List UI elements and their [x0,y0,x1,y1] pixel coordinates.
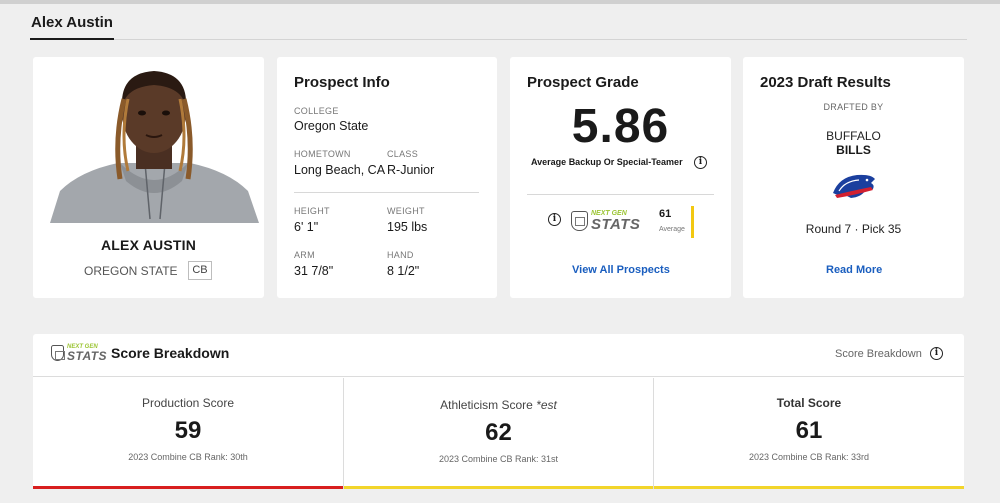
team-city: BUFFALO [826,129,881,143]
player-school: OREGON STATE [84,264,178,278]
arm-label: ARM [294,250,315,260]
score-value: 61 [795,417,823,444]
info-divider [294,192,479,193]
score-value: 62 [485,419,512,446]
production-score-cell: Production Score 59 2023 Combine CB Rank… [33,378,343,489]
view-all-prospects-link[interactable]: View All Prospects [572,264,670,276]
hometown-label: HOMETOWN [294,149,351,159]
score-value: 59 [174,417,202,444]
player-photo [50,59,259,223]
weight-label: WEIGHT [387,206,425,216]
grade-divider [527,194,714,195]
info-icon[interactable]: i [930,347,943,360]
score-rank: 2023 Combine CB Rank: 31st [438,454,559,464]
score-label: Total Score [776,396,842,410]
player-tab-bar: Alex Austin [30,10,967,40]
prospect-grade-card: Prospect Grade 5.86 Average Backup Or Sp… [510,57,731,298]
score-label-text: Athleticism Score [440,398,533,412]
player-card: ALEX AUSTIN OREGON STATE CB [33,57,264,298]
height-label: HEIGHT [294,206,330,216]
prospect-grade-title: Prospect Grade [527,74,639,91]
next-gen-stats-logo: NEXT GEN STATS [571,210,640,232]
grade-value: 5.86 [571,100,670,153]
ngs-logo-bottom: STATS [591,216,641,233]
ngs-logo-top: NEXT GEN [591,210,627,217]
team-name: BILLS [836,143,871,157]
score-bar [654,486,964,489]
read-more-link[interactable]: Read More [826,264,883,276]
ngs-score-bar [691,206,694,238]
class-value: R-Junior [387,163,435,177]
score-rank: 2023 Combine CB Rank: 30th [128,452,248,462]
score-breakdown-header: NEXT GEN STATS Score Breakdown Score Bre… [33,334,964,377]
top-border [0,0,1000,4]
nfl-shield-icon [51,345,65,361]
class-label: CLASS [387,149,419,159]
ngs-logo-bottom: STATS [67,349,108,363]
ngs-score-desc: Average [659,226,685,233]
total-score-cell: Total Score 61 2023 Combine CB Rank: 33r… [653,378,964,489]
score-label: Athleticism Score *est [344,398,653,412]
bills-logo-icon [831,171,877,201]
score-rank: 2023 Combine CB Rank: 33rd [748,452,870,462]
prospect-info-card: Prospect Info COLLEGE Oregon State HOMET… [277,57,497,298]
hand-label: HAND [387,250,414,260]
ngs-info-icon[interactable]: i [548,213,561,226]
grade-description: Average Backup Or Special-Teamer [531,157,683,167]
score-breakdown-title: Score Breakdown [111,345,230,361]
info-icon[interactable]: i [694,156,707,169]
score-label-suffix: *est [536,398,557,412]
prospect-info-title: Prospect Info [294,74,390,91]
score-bar [33,486,343,489]
draft-pick: Round 7 · Pick 35 [805,222,902,236]
score-breakdown-panel: NEXT GEN STATS Score Breakdown Score Bre… [33,334,964,489]
score-label: Production Score [141,396,235,410]
height-value: 6' 1" [294,220,319,234]
next-gen-stats-logo: NEXT GEN STATS [51,344,107,362]
draft-results-card: 2023 Draft Results DRAFTED BY BUFFALO BI… [743,57,964,298]
college-value: Oregon State [294,119,369,133]
nfl-shield-icon [571,211,588,231]
ngs-score: 61 [659,208,672,220]
weight-value: 195 lbs [387,220,428,234]
hand-value: 8 1/2" [387,264,420,278]
arm-value: 31 7/8" [294,264,334,278]
score-breakdown-info-label: Score Breakdown [835,348,922,360]
athleticism-score-cell: Athleticism Score *est 62 2023 Combine C… [343,378,653,489]
ngs-logo-top: NEXT GEN [67,344,98,350]
position-badge: CB [188,261,212,280]
hometown-value: Long Beach, CA [294,163,386,177]
tab-player-name[interactable]: Alex Austin [30,13,114,40]
player-name: ALEX AUSTIN [100,237,197,253]
score-bar [344,486,653,489]
college-label: COLLEGE [294,106,339,116]
draft-results-title: 2023 Draft Results [760,74,891,91]
drafted-by-label: DRAFTED BY [823,102,884,112]
